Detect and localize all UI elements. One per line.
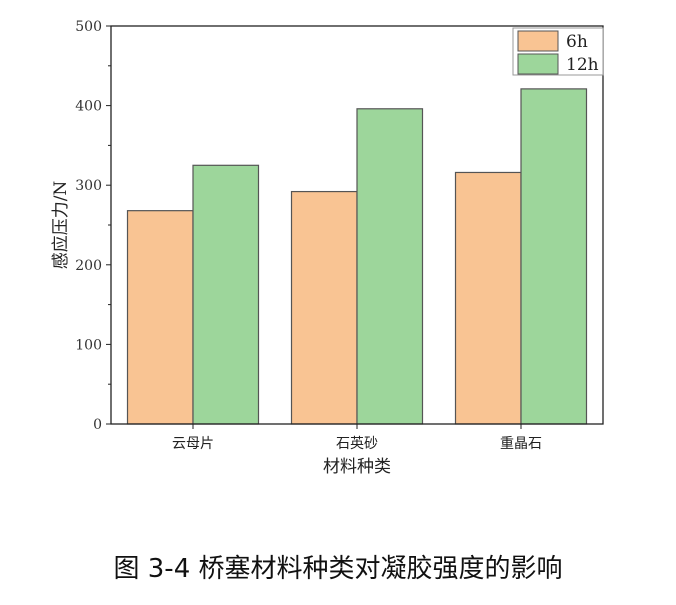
y-axis-label: 感应压力/N: [51, 181, 71, 270]
x-tick-label: 云母片: [172, 436, 214, 452]
bar-chart: 云母片 石英砂 重晶石 0 100 200 300 400 500 材料种类 感应压力/N 6h 12h: [51, 19, 604, 477]
legend-label-6h: 6h: [566, 32, 588, 52]
y-tick-label: 0: [93, 417, 102, 433]
bar-12h-2: [520, 88, 588, 425]
x-tick-label: 重晶石: [500, 436, 542, 452]
y-tick-label: 400: [75, 99, 102, 115]
legend-swatch-12h: [517, 53, 559, 75]
legend-swatch-6h: [517, 30, 559, 52]
bar-6h-0: [126, 210, 194, 425]
y-tick-label: 300: [75, 178, 102, 194]
legend-label-12h: 12h: [566, 55, 599, 75]
figure-caption: 图 3-4 桥塞材料种类对凝胶强度的影响: [113, 554, 563, 584]
y-tick-label: 100: [75, 337, 102, 353]
x-tick-label: 石英砂: [336, 435, 378, 452]
x-axis-label: 材料种类: [323, 457, 391, 477]
y-tick-label: 500: [75, 19, 102, 35]
bar-12h-0: [192, 164, 260, 425]
y-tick-label: 200: [75, 258, 102, 274]
bar-12h-1: [356, 108, 424, 425]
bar-6h-2: [454, 171, 522, 425]
bar-6h-1: [290, 190, 358, 425]
